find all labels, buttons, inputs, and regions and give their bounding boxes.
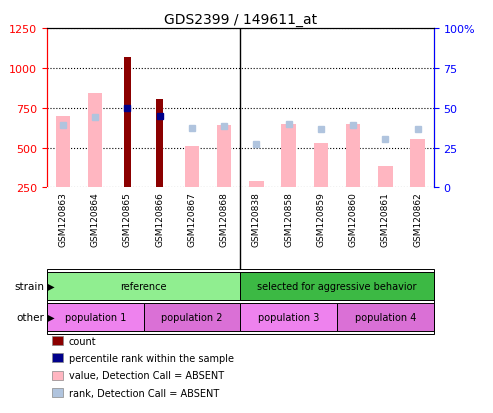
Text: reference: reference: [120, 281, 167, 291]
Bar: [47, 303, 143, 331]
Text: GSM120838: GSM120838: [252, 192, 261, 247]
Text: GSM120866: GSM120866: [155, 192, 164, 247]
Text: GSM120865: GSM120865: [123, 192, 132, 247]
Bar: [241, 303, 337, 331]
Text: ▶: ▶: [44, 312, 55, 322]
Text: population 4: population 4: [355, 312, 416, 322]
Text: value, Detection Call = ABSENT: value, Detection Call = ABSENT: [69, 370, 224, 380]
Text: population 3: population 3: [258, 312, 319, 322]
Text: ▶: ▶: [44, 281, 55, 291]
Text: GSM120867: GSM120867: [187, 192, 197, 247]
Text: selected for aggressive behavior: selected for aggressive behavior: [257, 281, 417, 291]
Title: GDS2399 / 149611_at: GDS2399 / 149611_at: [164, 12, 317, 26]
Text: count: count: [69, 336, 96, 346]
Text: GSM120860: GSM120860: [349, 192, 358, 247]
Bar: [282, 125, 296, 188]
Text: population 1: population 1: [65, 312, 126, 322]
Bar: [314, 143, 328, 188]
Bar: [143, 303, 241, 331]
Text: rank, Detection Call = ABSENT: rank, Detection Call = ABSENT: [69, 388, 219, 398]
Text: GSM120862: GSM120862: [413, 192, 422, 247]
Text: GSM120861: GSM120861: [381, 192, 390, 247]
Bar: [346, 125, 360, 188]
Text: population 2: population 2: [161, 312, 223, 322]
Bar: [56, 116, 70, 188]
Text: strain: strain: [14, 281, 44, 291]
Text: GSM120868: GSM120868: [220, 192, 229, 247]
Text: other: other: [16, 312, 44, 322]
Bar: [411, 140, 425, 188]
Bar: [185, 147, 199, 188]
Bar: [88, 93, 103, 188]
Bar: [378, 166, 393, 188]
Text: GSM120864: GSM120864: [91, 192, 100, 247]
Text: percentile rank within the sample: percentile rank within the sample: [69, 353, 234, 363]
Bar: [47, 272, 241, 300]
Bar: [156, 100, 163, 188]
Bar: [217, 126, 232, 188]
Bar: [337, 303, 434, 331]
Bar: [241, 272, 434, 300]
Text: GSM120859: GSM120859: [317, 192, 325, 247]
Text: GSM120863: GSM120863: [59, 192, 68, 247]
Bar: [249, 182, 264, 188]
Text: GSM120858: GSM120858: [284, 192, 293, 247]
Bar: [124, 58, 131, 188]
